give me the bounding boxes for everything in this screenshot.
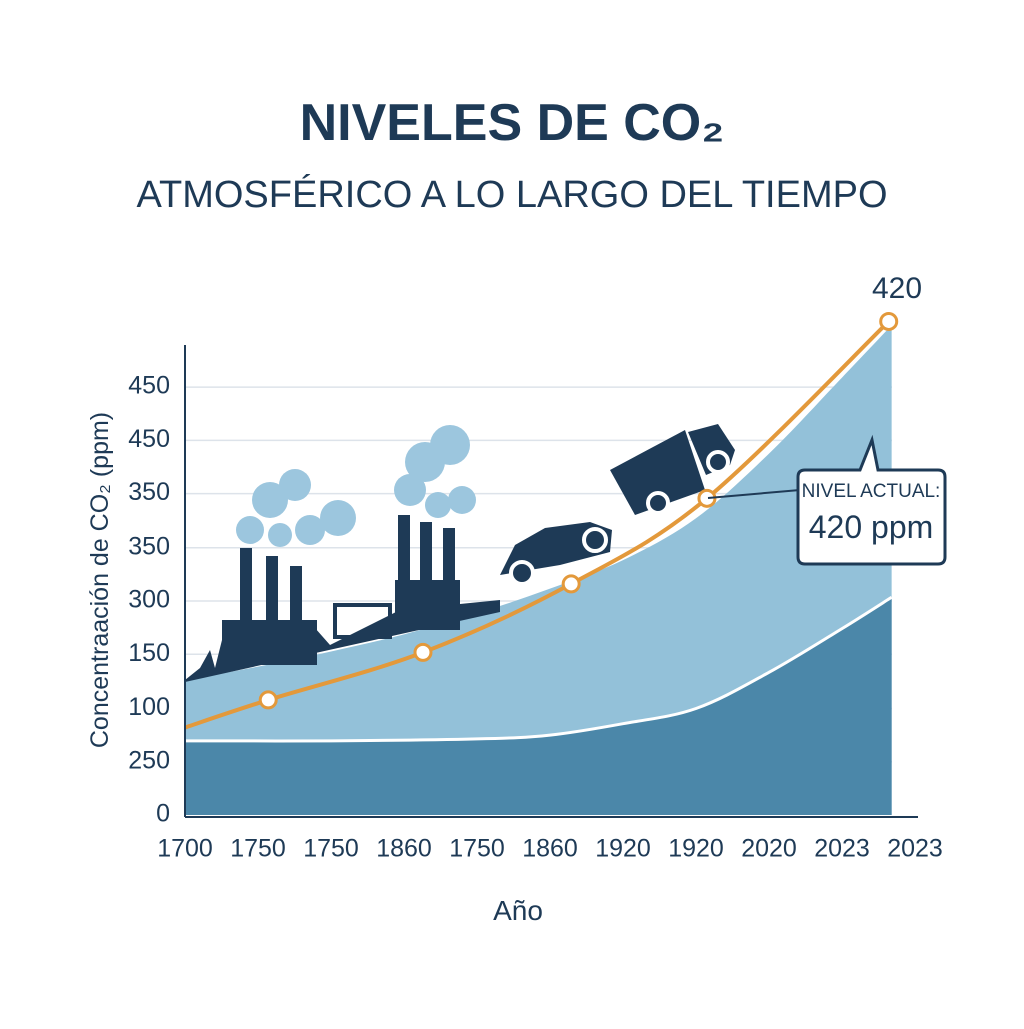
x-tick-label: 1750	[230, 835, 286, 863]
x-tick-label: 1860	[376, 835, 432, 863]
wheel	[582, 527, 608, 553]
factory	[395, 580, 460, 630]
y-tick-label: 350	[128, 478, 170, 506]
callout-connector	[707, 489, 801, 499]
callout-box	[796, 434, 947, 566]
y-tick-label: 450	[128, 425, 170, 453]
wheel	[646, 491, 670, 515]
point	[258, 690, 278, 710]
callout-value: 420 ppm	[809, 509, 934, 545]
chimney	[266, 556, 278, 623]
factory	[222, 620, 317, 665]
smoke	[236, 425, 476, 547]
wheel	[509, 560, 535, 586]
truck-box	[610, 430, 705, 515]
y-axis-label: Concentraación de CO₂ (ppm)	[86, 412, 114, 748]
y-tick-label: 150	[128, 639, 170, 667]
wheel	[706, 450, 730, 474]
callout-title: NIVEL ACTUAL:	[802, 481, 941, 502]
y-tick-label: 350	[128, 532, 170, 560]
areas	[184, 325, 893, 815]
area-edge	[184, 595, 893, 743]
x-tick-label: 1920	[668, 835, 724, 863]
chimney	[290, 566, 302, 623]
point	[413, 642, 433, 662]
chart-subtitle: ATMOSFÉRICO A LO LARGO DEL TIEMPO	[136, 173, 887, 216]
x-tick-label: 2023	[887, 835, 943, 863]
area	[185, 597, 892, 815]
y-tick-label: 250	[128, 746, 170, 774]
y-tick-label: 450	[128, 372, 170, 400]
x-tick-label: 1920	[595, 835, 651, 863]
chimney	[398, 515, 410, 585]
chimney	[240, 548, 252, 623]
building	[333, 603, 392, 639]
peak-label: 420	[872, 272, 922, 305]
point	[561, 574, 581, 594]
y-tick-label: 100	[128, 693, 170, 721]
x-tick-label: 1860	[522, 835, 578, 863]
industry-icons	[185, 424, 735, 682]
chimney	[443, 528, 455, 585]
chart-title: NIVELES DE CO₂	[300, 94, 725, 152]
marks	[184, 311, 899, 730]
area	[185, 325, 892, 815]
y-tick-label: 300	[128, 586, 170, 614]
x-tick-label: 1750	[303, 835, 359, 863]
y-tick-label: 0	[156, 800, 170, 828]
x-tick-label: 1750	[449, 835, 505, 863]
x-tick-label: 2020	[741, 835, 797, 863]
x-tick-label: 2023	[814, 835, 870, 863]
x-tick-label: 1700	[157, 835, 213, 863]
x-axis-label: Año	[493, 895, 543, 926]
chimney	[420, 522, 432, 585]
point	[879, 311, 899, 331]
